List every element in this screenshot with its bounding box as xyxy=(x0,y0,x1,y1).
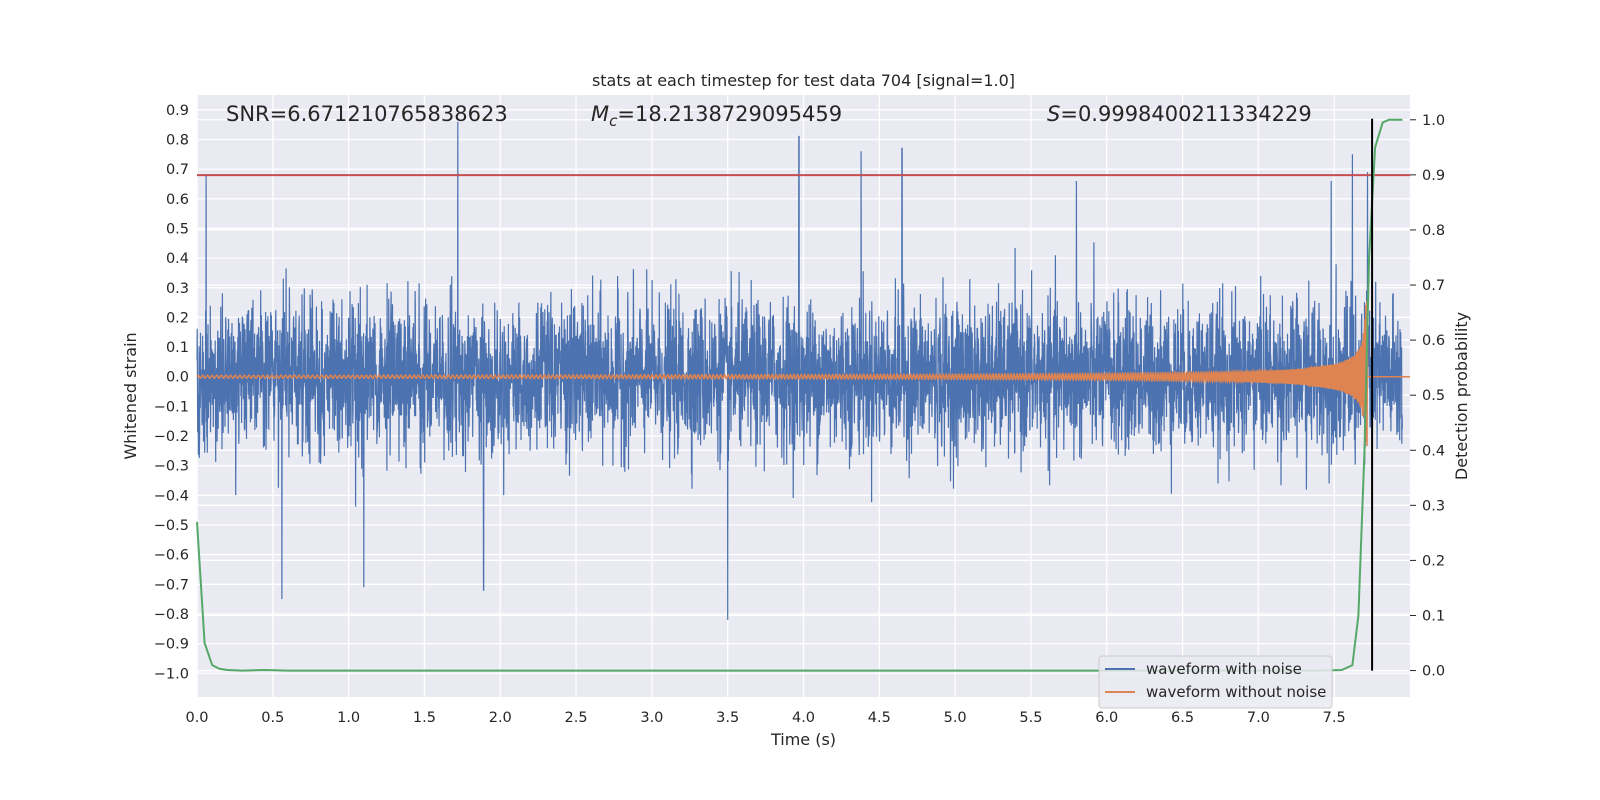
y-tick-label: −0.1 xyxy=(154,399,189,415)
x-tick-label: 2.0 xyxy=(489,710,512,726)
y-right-tick-label: 0.2 xyxy=(1422,553,1445,569)
y-right-tick-label: 0.4 xyxy=(1422,443,1445,459)
x-tick-label: 6.0 xyxy=(1095,710,1118,726)
chirp-mass-value: =18.2138729095459 xyxy=(617,102,842,126)
x-tick-label: 6.5 xyxy=(1171,710,1194,726)
chart-title: stats at each timestep for test data 704… xyxy=(592,71,1015,90)
y-tick-label: 0.9 xyxy=(166,103,189,119)
y-tick-label: 0.1 xyxy=(166,340,189,356)
series-waveform-with-noise xyxy=(196,121,1403,620)
x-tick-label: 4.0 xyxy=(792,710,815,726)
y-tick-label: 0.0 xyxy=(166,370,189,386)
x-axis-title: Time (s) xyxy=(770,730,836,749)
y-tick-label: −0.8 xyxy=(154,607,189,623)
y-right-tick-label: 0.0 xyxy=(1422,664,1445,680)
y-tick-label: 0.7 xyxy=(166,162,189,178)
y-tick-label: 0.8 xyxy=(166,132,189,148)
legend-label-waveform-without-noise: waveform without noise xyxy=(1146,683,1326,701)
chirp-mass-symbol: M xyxy=(591,102,609,126)
x-tick-label: 5.5 xyxy=(1019,710,1042,726)
y-right-tick-label: 0.5 xyxy=(1422,388,1445,404)
x-tick-label: 7.5 xyxy=(1323,710,1346,726)
x-tick-label: 1.0 xyxy=(337,710,360,726)
y-tick-label: −0.7 xyxy=(154,577,189,593)
y-tick-label: −0.3 xyxy=(154,459,189,475)
chirp-mass-annotation: Mc=18.2138729095459 xyxy=(591,102,842,130)
x-tick-label: 2.5 xyxy=(565,710,588,726)
y-right-tick-label: 0.9 xyxy=(1422,168,1445,184)
y-tick-label: 0.6 xyxy=(166,192,189,208)
y-right-tick-label: 0.3 xyxy=(1422,498,1445,514)
y-tick-label: −0.6 xyxy=(154,548,189,564)
x-tick-label: 4.5 xyxy=(868,710,891,726)
y-tick-label: 0.3 xyxy=(166,281,189,297)
x-tick-label: 0.5 xyxy=(261,710,284,726)
y-tick-label: −0.4 xyxy=(154,488,189,504)
y-tick-label: −0.9 xyxy=(154,637,189,653)
x-tick-label: 3.0 xyxy=(640,710,663,726)
y-right-tick-label: 1.0 xyxy=(1422,113,1445,129)
x-tick-label: 5.0 xyxy=(944,710,967,726)
y-tick-label: 0.4 xyxy=(166,251,189,267)
y-right-tick-label: 0.7 xyxy=(1422,278,1445,294)
x-tick-label: 7.0 xyxy=(1247,710,1270,726)
line-waveform-without-noise xyxy=(196,300,1410,447)
axis-ticks: 0.0 0.5 1.0 1.5 2.0 2.5 3.0 3.5 4.0 4.5 5.0 5.5 6.0 6… xyxy=(154,103,1445,726)
series-waveform-without-noise xyxy=(196,300,1410,447)
x-tick-label: 0.0 xyxy=(185,710,208,726)
y-tick-label: 0.2 xyxy=(166,310,189,326)
score-symbol: S xyxy=(1047,102,1060,126)
chirp-mass-subscript: c xyxy=(609,112,618,130)
y-right-axis-title: Detection probability xyxy=(1452,312,1471,480)
y-right-tick-label: 0.8 xyxy=(1422,223,1445,239)
y-tick-label: −0.2 xyxy=(154,429,189,445)
score-value: =0.9998400211334229 xyxy=(1060,102,1311,126)
line-waveform-with-noise xyxy=(196,121,1403,620)
score-annotation: S=0.9998400211334229 xyxy=(1047,102,1312,126)
snr-annotation: SNR=6.671210765838623 xyxy=(226,102,508,126)
legend: waveform with noise waveform without noi… xyxy=(1098,655,1333,709)
y-right-tick-label: 0.1 xyxy=(1422,608,1445,624)
legend-frame xyxy=(1098,655,1333,709)
y-tick-label: 0.5 xyxy=(166,221,189,237)
line-detection-probability xyxy=(196,118,1403,672)
series-detection-probability xyxy=(196,118,1403,672)
x-tick-label: 1.5 xyxy=(413,710,436,726)
y-axis-title: Whitened strain xyxy=(121,332,140,459)
x-tick-label: 3.5 xyxy=(716,710,739,726)
y-tick-label: −0.5 xyxy=(154,518,189,534)
y-right-tick-label: 0.6 xyxy=(1422,333,1445,349)
legend-label-waveform-with-noise: waveform with noise xyxy=(1146,660,1302,678)
y-tick-label: −1.0 xyxy=(154,666,189,682)
